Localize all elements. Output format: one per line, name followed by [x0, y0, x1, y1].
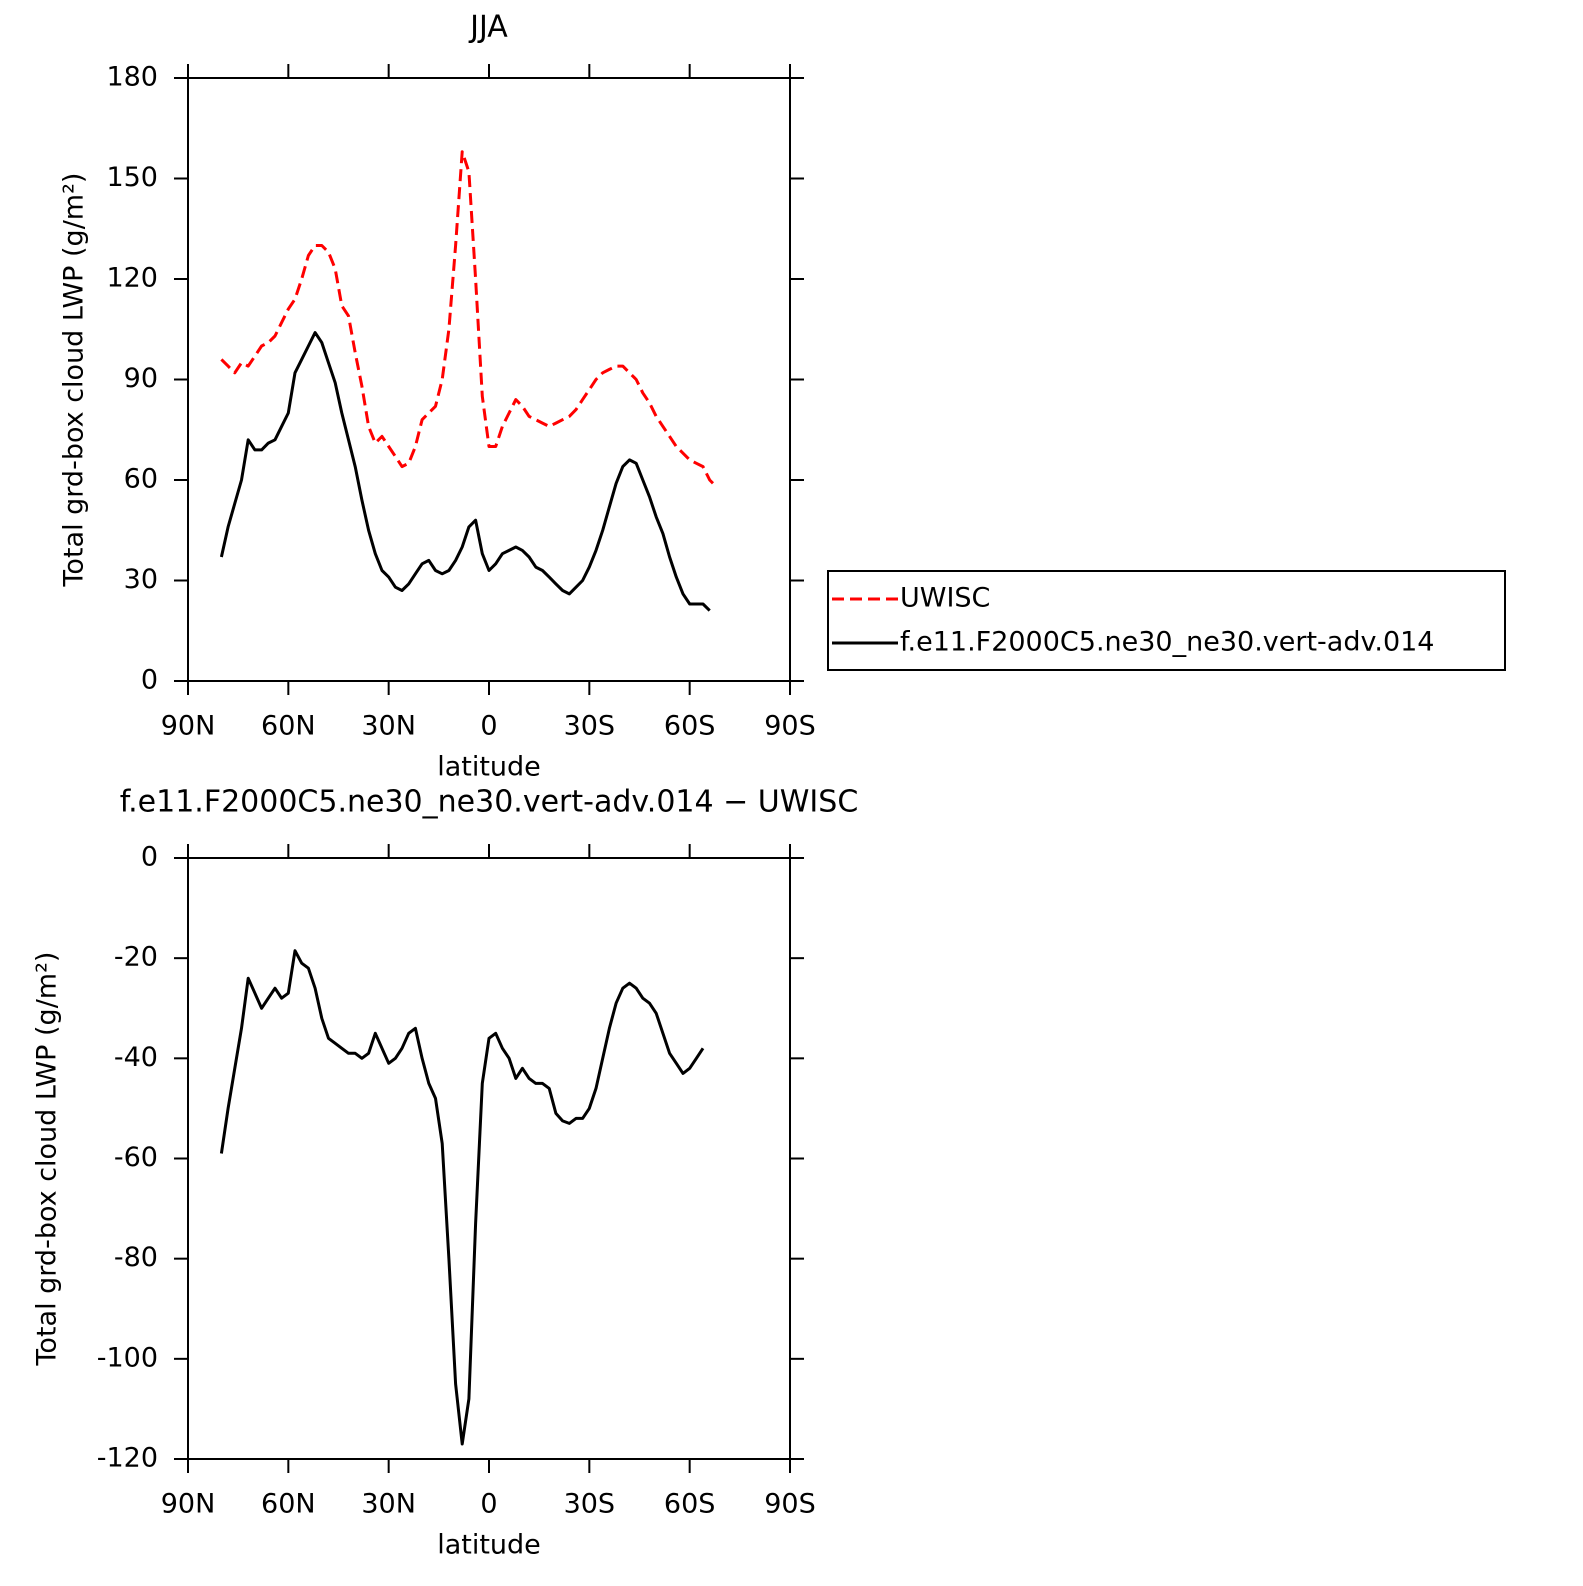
y-tick-label: 180 — [106, 62, 158, 93]
legend-label: f.e11.F2000C5.ne30_ne30.vert-adv.014 — [900, 627, 1434, 658]
chart-title: JJA — [468, 10, 508, 45]
x-tick-label: 0 — [480, 1489, 497, 1520]
x-tick-label: 30S — [564, 711, 616, 742]
x-tick-label: 60N — [261, 1489, 316, 1520]
plot-frame — [187, 77, 791, 682]
x-axis-label: latitude — [437, 1530, 541, 1561]
legend-label: UWISC — [900, 583, 990, 614]
y-tick-label: -40 — [114, 1042, 158, 1073]
y-tick-label: 120 — [106, 263, 158, 294]
y-tick-label: -120 — [97, 1443, 158, 1474]
y-axis-label: Total grd-box cloud LWP (g/m²) — [32, 952, 63, 1367]
y-tick-label: -80 — [114, 1242, 158, 1273]
data-line — [219, 949, 705, 1446]
y-tick-label: -60 — [114, 1142, 158, 1173]
x-axis-label: latitude — [437, 752, 541, 783]
data-line — [219, 331, 711, 612]
x-tick-label: 90N — [161, 1489, 216, 1520]
x-tick-label: 0 — [480, 711, 497, 742]
x-tick-label: 60N — [261, 711, 316, 742]
x-tick-label: 90S — [764, 1489, 816, 1520]
y-tick-label: 0 — [141, 842, 158, 873]
plot-frame — [187, 857, 791, 1460]
x-tick-label: 60S — [664, 711, 716, 742]
y-tick-label: -20 — [114, 942, 158, 973]
y-tick-label: -100 — [97, 1342, 158, 1373]
y-tick-label: 30 — [124, 564, 158, 595]
legend-box — [827, 570, 1506, 671]
y-tick-label: 60 — [124, 464, 158, 495]
data-line — [220, 150, 718, 488]
x-tick-label: 60S — [664, 1489, 716, 1520]
y-tick-label: 150 — [106, 162, 158, 193]
y-axis-label: Total grd-box cloud LWP (g/m²) — [59, 173, 90, 588]
y-tick-label: 90 — [124, 363, 158, 394]
x-tick-label: 30S — [564, 1489, 616, 1520]
chart-title: f.e11.F2000C5.ne30_ne30.vert-adv.014 − U… — [120, 785, 859, 820]
x-tick-label: 30N — [361, 711, 416, 742]
x-tick-label: 90S — [764, 711, 816, 742]
x-tick-label: 30N — [361, 1489, 416, 1520]
y-tick-label: 0 — [141, 665, 158, 696]
x-tick-label: 90N — [161, 711, 216, 742]
